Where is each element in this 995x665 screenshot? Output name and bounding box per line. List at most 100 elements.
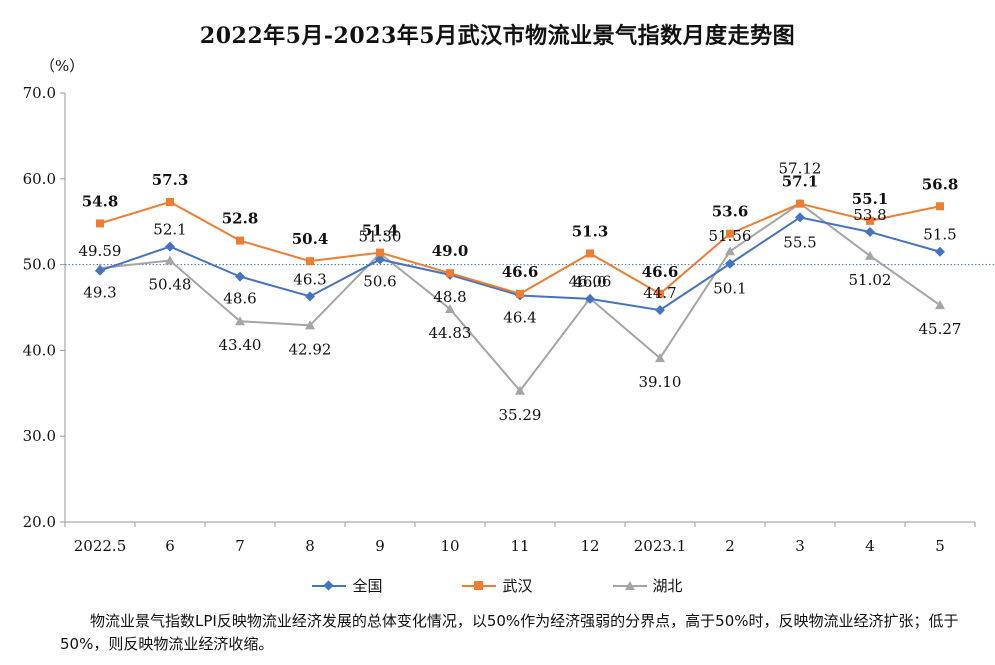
data-label: 50.4	[292, 230, 329, 248]
x-tick-label: 2	[725, 537, 735, 555]
x-tick-label: 11	[510, 537, 529, 555]
data-label: 46.6	[642, 263, 679, 281]
data-label: 57.1	[782, 173, 819, 191]
legend-item-national: 全国	[312, 575, 382, 596]
x-tick-label: 2022.5	[74, 537, 127, 555]
square-marker-icon	[462, 580, 497, 592]
data-label: 51.30	[359, 227, 402, 245]
chart-legend: 全国 武汉 湖北	[0, 575, 995, 596]
data-point-marker	[96, 219, 104, 228]
data-point-marker	[445, 303, 455, 313]
legend-item-hubei: 湖北	[612, 575, 683, 596]
data-label: 55.1	[852, 190, 889, 208]
data-label: 46.6	[502, 263, 539, 281]
data-label: 51.4	[362, 222, 399, 240]
data-label: 52.1	[153, 221, 186, 239]
data-label: 50.48	[149, 275, 192, 293]
data-point-marker	[165, 241, 175, 252]
data-label: 53.8	[853, 206, 886, 224]
data-point-marker	[165, 255, 175, 265]
y-tick-label: 20.0	[23, 513, 56, 531]
data-label: 44.83	[429, 324, 472, 342]
data-point-marker	[235, 271, 245, 282]
data-point-marker	[235, 316, 245, 326]
data-point-marker	[725, 258, 735, 269]
data-label: 42.92	[289, 340, 332, 358]
y-axis-unit-label: （%）	[40, 57, 85, 75]
legend-item-wuhan: 武汉	[462, 575, 533, 596]
data-label: 55.5	[783, 233, 816, 251]
data-label: 46.3	[293, 270, 326, 288]
data-point-marker	[865, 226, 875, 237]
x-tick-label: 12	[580, 537, 599, 555]
data-point-marker	[935, 246, 945, 257]
data-label: 43.40	[219, 336, 262, 354]
x-tick-label: 8	[305, 537, 315, 555]
data-point-marker	[166, 197, 174, 206]
data-point-marker	[236, 236, 244, 245]
triangle-marker-icon	[612, 580, 647, 592]
data-point-marker	[305, 291, 315, 302]
data-label: 35.29	[499, 406, 542, 424]
y-tick-label: 50.0	[23, 256, 56, 274]
data-point-marker	[655, 353, 665, 363]
x-tick-label: 7	[235, 537, 245, 555]
legend-label-hubei: 湖北	[652, 577, 683, 595]
data-point-marker	[376, 248, 384, 257]
y-tick-label: 60.0	[23, 170, 56, 188]
x-tick-label: 6	[165, 537, 175, 555]
data-label: 51.5	[923, 226, 956, 244]
x-tick-label: 5	[935, 537, 945, 555]
legend-label-national: 全国	[352, 577, 383, 595]
data-point-marker	[306, 257, 314, 266]
x-tick-label: 3	[795, 537, 805, 555]
data-label: 51.3	[572, 222, 609, 240]
data-point-marker	[865, 250, 875, 260]
data-label: 48.8	[433, 288, 466, 306]
data-point-marker	[935, 300, 945, 310]
data-label: 57.12	[779, 160, 822, 178]
x-tick-label: 4	[865, 537, 875, 555]
data-point-marker	[585, 293, 595, 304]
line-chart: 20.0 30.0 40.0 50.0 60.0 70.0 2022.5 6 7 8 9 10 11 12…	[23, 84, 995, 555]
data-label: 39.10	[639, 373, 682, 391]
data-label: 48.6	[223, 290, 256, 308]
data-label: 51.56	[709, 227, 752, 245]
data-label: 57.3	[152, 171, 189, 189]
x-tick-label: 2023.1	[634, 537, 687, 555]
x-tick-label: 10	[440, 537, 459, 555]
data-point-marker	[726, 229, 734, 238]
data-label: 51.02	[849, 271, 892, 289]
data-label: 46.0	[573, 273, 606, 291]
chart-title: 2022年5月-2023年5月武汉市物流业景气指数月度走势图	[199, 23, 796, 49]
data-label: 50.6	[363, 272, 396, 290]
data-point-marker	[446, 269, 454, 278]
y-tick-label: 40.0	[23, 341, 56, 359]
y-tick-label: 70.0	[23, 84, 56, 102]
data-point-marker	[936, 202, 944, 211]
data-label: 46.06	[569, 272, 612, 290]
data-point-marker	[516, 289, 524, 298]
data-point-marker	[375, 254, 385, 265]
data-label: 56.8	[922, 175, 959, 193]
data-point-marker	[866, 216, 874, 225]
data-label: 53.6	[712, 203, 749, 221]
data-label: 46.4	[503, 308, 536, 326]
data-point-marker	[515, 385, 525, 395]
data-point-marker	[655, 305, 665, 316]
x-tick-label: 9	[375, 537, 385, 555]
data-label: 49.3	[83, 284, 116, 302]
data-label: 49.59	[79, 242, 122, 260]
data-label: 52.8	[222, 210, 259, 228]
data-label: 44.7	[643, 284, 676, 302]
data-point-marker	[725, 246, 735, 256]
legend-label-wuhan: 武汉	[502, 577, 533, 595]
chart-footnote: 物流业景气指数LPI反映物流业经济发展的总体变化情况，以50%作为经济强弱的分界…	[60, 612, 959, 653]
data-label: 45.27	[919, 320, 962, 338]
data-point-marker	[656, 289, 664, 298]
data-label: 50.1	[713, 280, 746, 298]
data-point-marker	[95, 265, 105, 276]
data-label: 49.0	[432, 242, 469, 260]
diamond-marker-icon	[312, 579, 347, 592]
data-point-marker	[795, 212, 805, 223]
